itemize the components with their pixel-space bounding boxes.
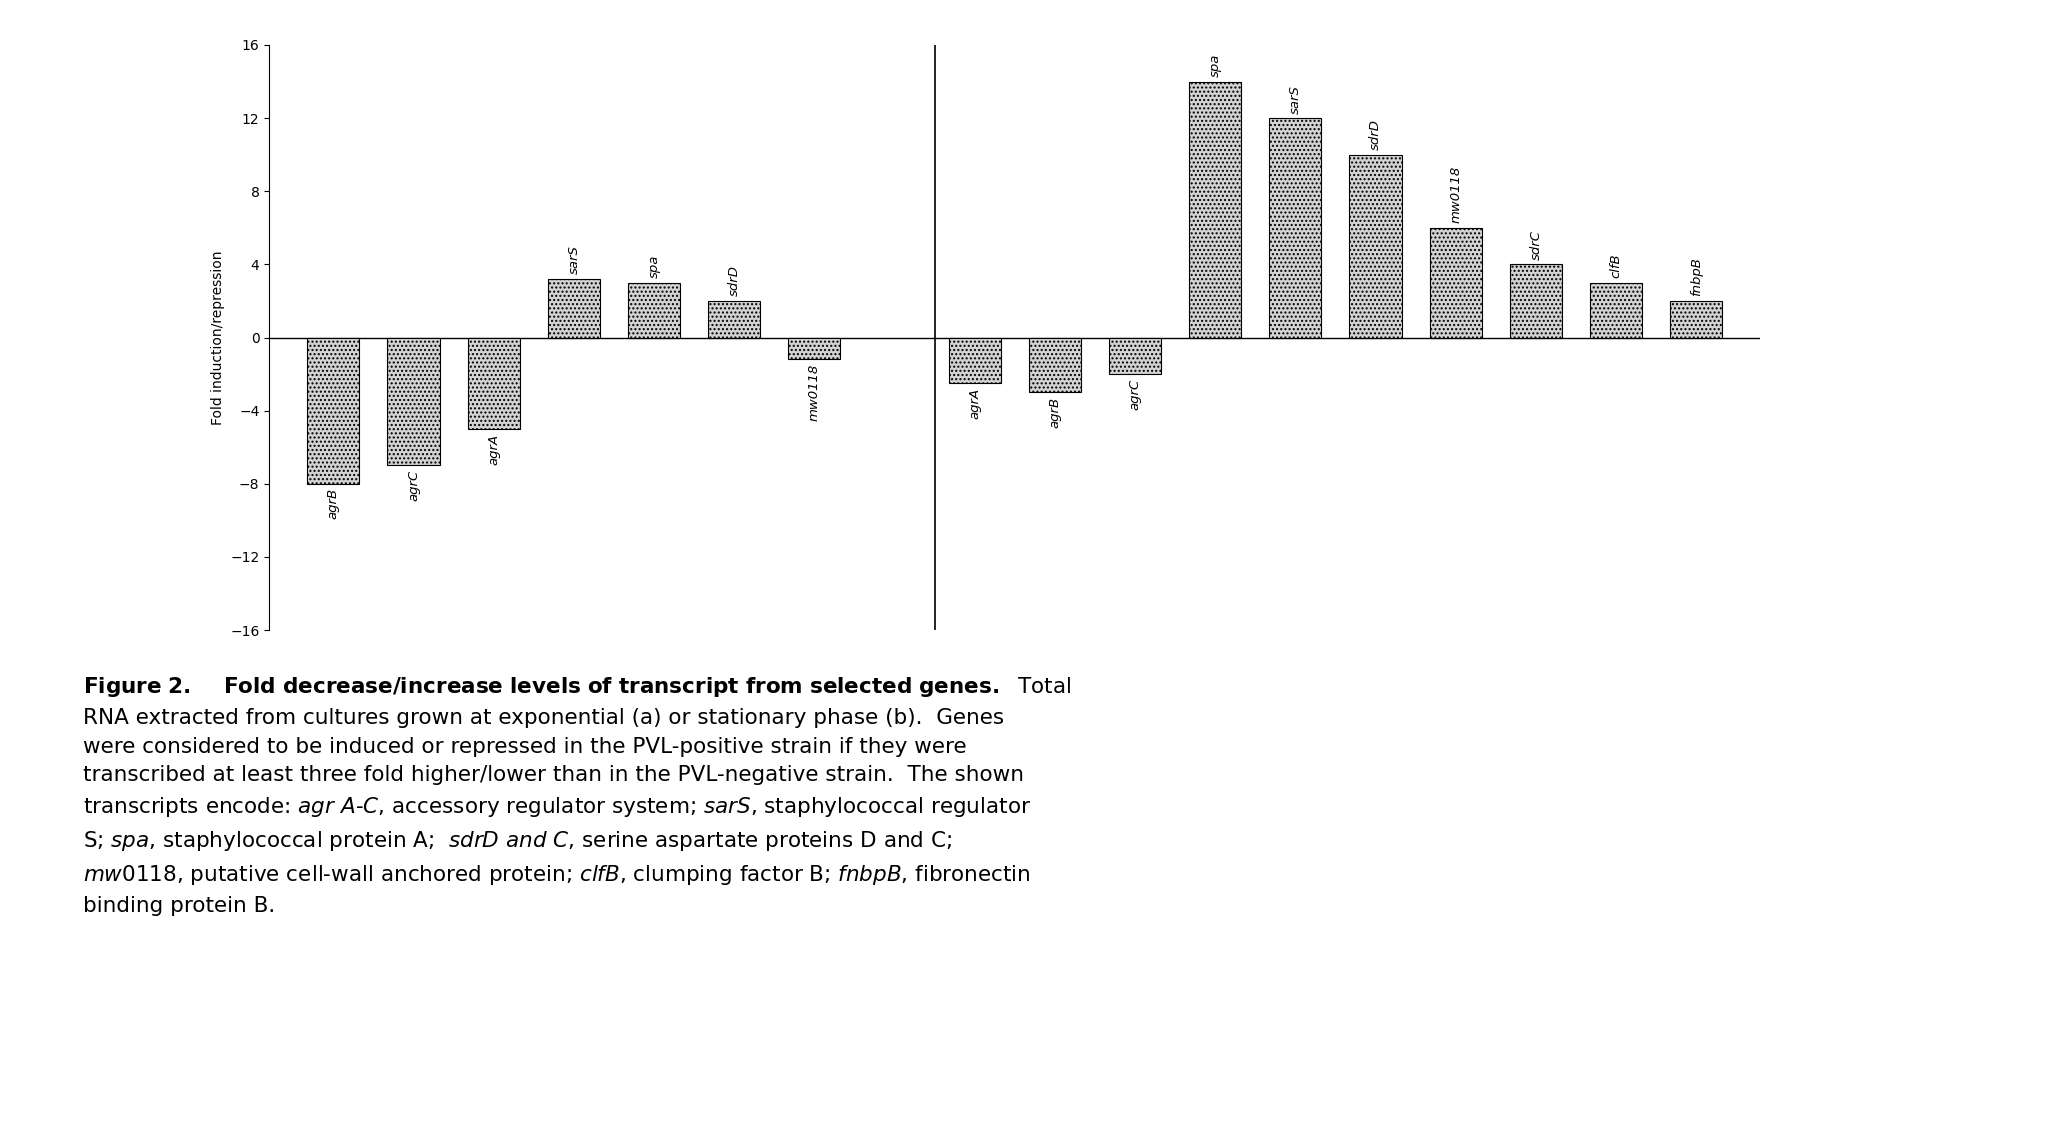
Bar (1350, 154, 1402, 338)
Text: sarS: sarS (567, 245, 580, 274)
Text: sdrD: sdrD (1369, 119, 1381, 150)
Text: agrB: agrB (327, 488, 340, 520)
Text: sarS: sarS (1288, 84, 1303, 114)
Bar (307, 338, 360, 484)
Text: spa: spa (1209, 54, 1222, 76)
Bar (708, 300, 760, 338)
Bar (1669, 300, 1723, 338)
Text: sdrC: sdrC (1528, 229, 1543, 260)
Bar (1189, 82, 1241, 338)
Text: agrC: agrC (408, 470, 420, 502)
Bar (549, 279, 601, 338)
Bar (1270, 118, 1321, 338)
Text: agrC: agrC (1129, 379, 1141, 409)
Bar (1029, 338, 1081, 393)
Text: agrA: agrA (487, 433, 501, 465)
Text: sdrD: sdrD (727, 266, 741, 296)
Bar (387, 338, 439, 466)
Bar (949, 338, 1000, 384)
Text: fnbpB: fnbpB (1690, 258, 1702, 296)
Text: clfB: clfB (1609, 253, 1622, 278)
Text: mw0118: mw0118 (1450, 166, 1462, 223)
Y-axis label: Fold induction/repression: Fold induction/repression (211, 250, 224, 425)
Text: $\mathbf{Figure\ 2.\ \ \ \ Fold\ decrease/increase\ levels\ of\ transcript\ from: $\mathbf{Figure\ 2.\ \ \ \ Fold\ decreas… (83, 675, 1071, 916)
Bar (1429, 227, 1481, 338)
Text: agrB: agrB (1048, 397, 1060, 428)
Text: spa: spa (648, 254, 661, 278)
Bar (1108, 338, 1162, 374)
Bar (1591, 282, 1642, 338)
Text: mw0118: mw0118 (808, 364, 820, 421)
Bar (789, 338, 841, 360)
Bar (468, 338, 520, 429)
Bar (1510, 264, 1562, 338)
Bar (628, 282, 679, 338)
Text: agrA: agrA (969, 388, 982, 418)
